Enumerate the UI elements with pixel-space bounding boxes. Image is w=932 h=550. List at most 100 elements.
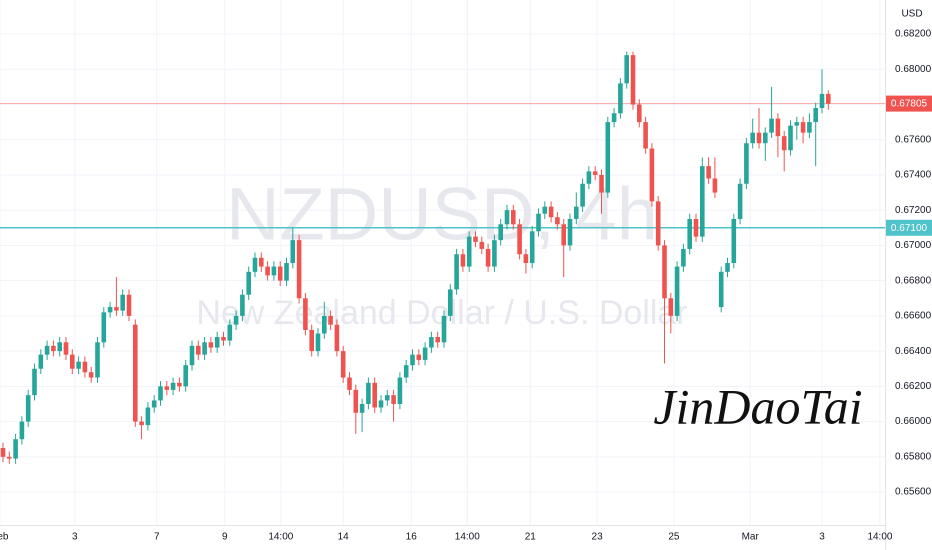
candle-body (284, 263, 289, 281)
candle-body (498, 224, 503, 241)
y-tick-label: 0.65600 (895, 487, 932, 498)
candle-body (164, 386, 170, 390)
candle-body (429, 337, 434, 348)
candle-body (359, 403, 365, 413)
candle-body (290, 240, 296, 264)
candle-body (240, 294, 245, 316)
price-label-box (886, 95, 932, 112)
candle-body (624, 55, 629, 84)
candle-body (378, 400, 384, 408)
candle-body (807, 122, 812, 133)
candle-body (573, 206, 579, 219)
candle-body (315, 333, 321, 352)
x-tick-label: 14:00 (867, 532, 892, 543)
x-tick-label: 3 (72, 532, 78, 543)
candles (0, 51, 831, 464)
candle-body (0, 448, 6, 457)
y-tick-label: 0.68200 (895, 29, 932, 40)
candle-body (13, 439, 18, 459)
candle-body (447, 289, 453, 316)
candle-body (246, 271, 251, 295)
candle-body (38, 354, 44, 369)
candle-body (580, 183, 585, 207)
candle-body (271, 266, 277, 276)
candle-body (630, 55, 636, 105)
x-tick-label: Mar (742, 532, 760, 543)
candle-body (510, 210, 516, 225)
candle-body (208, 342, 214, 348)
candle-body (611, 113, 617, 123)
candle-body (366, 382, 371, 404)
x-tick-label: 14:00 (268, 532, 293, 543)
candle-body (321, 315, 327, 334)
candle-body (435, 337, 440, 343)
candle-body (277, 266, 283, 281)
x-tick-label: 3 (819, 532, 825, 543)
candle-body (6, 456, 12, 459)
candle-body (492, 240, 497, 267)
candle-body (825, 93, 831, 104)
candle-body (737, 183, 743, 219)
candle-body (567, 218, 573, 246)
candle-body (410, 354, 415, 366)
candle-body (643, 122, 648, 149)
candle-body (114, 307, 119, 311)
price-label-box (886, 219, 932, 236)
y-tick-label: 0.66200 (895, 381, 932, 392)
x-tick-label: 25 (668, 532, 680, 543)
candle-body (88, 372, 94, 378)
candle-body (69, 354, 75, 369)
candle-body (794, 122, 800, 126)
candle-body (649, 148, 655, 202)
candle-body (101, 312, 107, 343)
candle-body (202, 342, 207, 355)
candle-body (252, 257, 258, 272)
candle-body (221, 337, 226, 341)
x-tick-label: 23 (592, 532, 604, 543)
candle-body (309, 329, 314, 352)
candle-body (529, 231, 535, 264)
y-tick-label: 0.66800 (895, 275, 932, 286)
candle-body (725, 263, 730, 272)
candle-body (265, 266, 270, 276)
candle-body (303, 298, 308, 330)
candle-body (384, 395, 390, 401)
x-tick-label: 21 (525, 532, 537, 543)
currency-label: USD (901, 9, 922, 20)
candle-body (662, 245, 667, 299)
candle-body (605, 122, 611, 193)
candle-body (416, 354, 422, 360)
candle-body (744, 143, 749, 184)
candle-body (120, 294, 125, 311)
candle-body (76, 361, 81, 369)
candle-body (681, 248, 686, 267)
x-tick-label: 7 (154, 532, 160, 543)
candle-body (636, 104, 642, 123)
candle-body (781, 136, 787, 151)
candle-body (44, 345, 50, 355)
candle-body (328, 315, 333, 325)
candle-body (542, 206, 548, 214)
candle-body (107, 307, 113, 313)
candle-body (756, 132, 762, 144)
candle-body (618, 83, 623, 114)
candle-body (145, 407, 151, 426)
candle-body (561, 224, 566, 246)
candle-body (517, 224, 522, 255)
candle-body (693, 218, 699, 237)
candle-body (523, 254, 529, 264)
candle-body (655, 201, 661, 246)
x-tick-label: 16 (406, 532, 418, 543)
candle-body (592, 171, 598, 175)
candle-body (372, 382, 377, 408)
y-tick-label: 0.67600 (895, 134, 932, 145)
candle-body (183, 365, 188, 387)
candle-body (347, 377, 352, 390)
candle-body (422, 347, 428, 360)
candle-body (227, 324, 233, 341)
candle-body (57, 342, 62, 352)
candle-body (718, 271, 724, 308)
candle-body (536, 213, 541, 232)
candle-body (214, 337, 220, 348)
candle-body (189, 345, 195, 366)
